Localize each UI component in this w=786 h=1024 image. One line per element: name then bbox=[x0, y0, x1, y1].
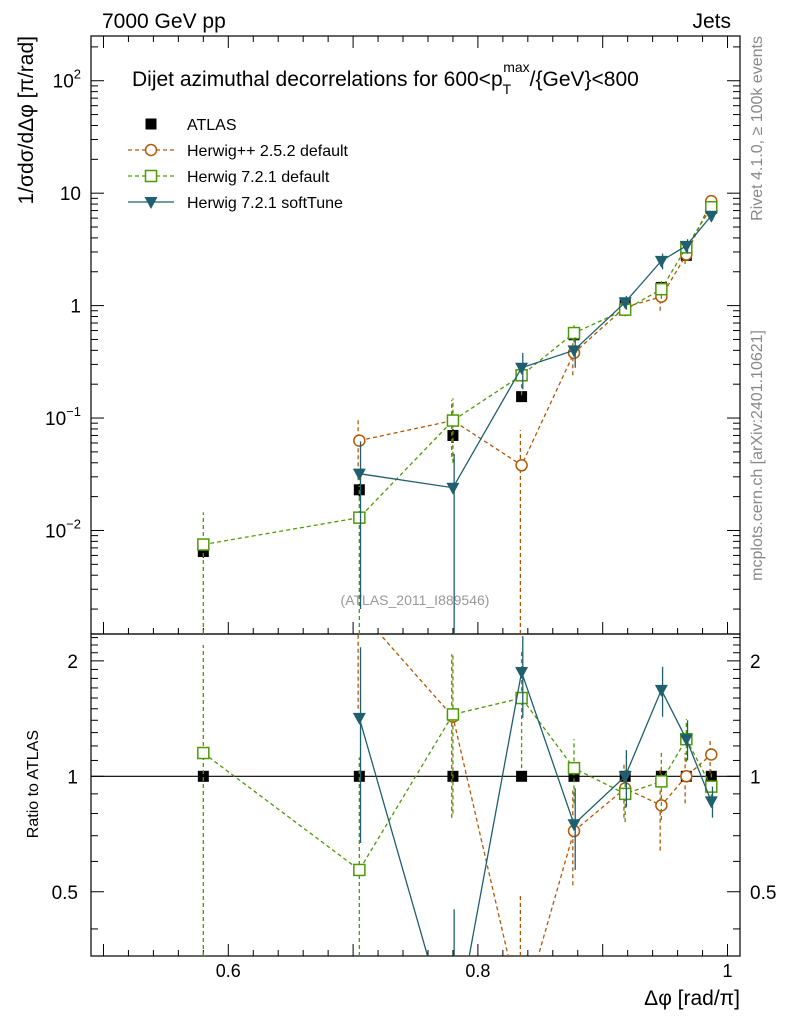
ratio-tick-label-left: 0.5 bbox=[52, 883, 78, 904]
chart-title-main: Dijet azimuthal decorrelations for 600<p bbox=[132, 68, 503, 91]
ratio-tick-label-left: 2 bbox=[67, 652, 78, 673]
legend-entry: Herwig 7.2.1 default bbox=[128, 169, 330, 186]
series-line bbox=[359, 200, 712, 467]
y-axis-title: 1/σdσ/dΔφ [π/rad] bbox=[15, 36, 38, 204]
data-point bbox=[655, 775, 668, 788]
data-point bbox=[353, 863, 366, 877]
data-point bbox=[515, 362, 529, 375]
ratio-tick-label-right: 1 bbox=[750, 767, 761, 788]
series-line bbox=[203, 206, 712, 546]
data-point bbox=[654, 684, 668, 697]
series-ratio-2 bbox=[197, 644, 718, 956]
data-point bbox=[567, 761, 581, 775]
data-point bbox=[568, 770, 580, 782]
legend: ATLAS Herwig++ 2.5.2 default Herwig 7.2.1 … bbox=[128, 117, 349, 212]
data-point bbox=[353, 484, 365, 496]
legend-marker bbox=[144, 169, 158, 183]
mcplots-source-label: mcplots.cern.ch [arXiv:2401.10621] bbox=[749, 330, 766, 581]
series-line bbox=[358, 669, 712, 956]
x-tick-label: 1 bbox=[723, 961, 733, 981]
data-point bbox=[567, 326, 581, 340]
chart-title-tail: /{GeV}<800 bbox=[530, 68, 639, 91]
data-point bbox=[655, 282, 668, 296]
legend-marker bbox=[145, 118, 157, 130]
y-tick-label-main: 102 bbox=[53, 67, 81, 93]
y-tick-label-main: 10−1 bbox=[45, 404, 81, 430]
chart-title-sub: T bbox=[503, 81, 512, 97]
legend-label: Herwig 7.2.1 default bbox=[187, 169, 330, 186]
legend-label: ATLAS bbox=[187, 117, 237, 134]
data-point bbox=[704, 210, 718, 223]
data-point bbox=[197, 546, 209, 558]
data-point bbox=[515, 667, 529, 680]
chart-title-sup: max bbox=[503, 59, 529, 75]
legend-entry: Herwig++ 2.5.2 default bbox=[128, 143, 349, 160]
energy-label: 7000 GeV pp bbox=[102, 10, 226, 33]
data-point bbox=[618, 297, 632, 310]
data-point bbox=[515, 691, 528, 705]
series-ratio-3 bbox=[352, 636, 718, 956]
legend-label: Herwig++ 2.5.2 default bbox=[187, 143, 349, 160]
process-label: Jets bbox=[692, 10, 731, 33]
axes-group: 0.6 0.8 1 10−2 10−1 1 10 102 0.5 0.5 1 1 2 2 bbox=[45, 36, 776, 981]
ratio-tick-label-right: 2 bbox=[750, 652, 761, 673]
data-point bbox=[353, 770, 365, 782]
analysis-id-label: (ATLAS_2011_I889546) bbox=[341, 592, 490, 608]
data-point bbox=[679, 734, 693, 747]
legend-label: Herwig 7.2.1 softTune bbox=[187, 195, 343, 212]
x-tick-label: 0.8 bbox=[465, 961, 490, 981]
legend-marker bbox=[144, 197, 158, 209]
series-line bbox=[359, 215, 712, 489]
data-point bbox=[618, 771, 632, 784]
ratio-y-axis-title: Ratio to ATLAS bbox=[25, 730, 42, 838]
data-point bbox=[197, 770, 209, 782]
data-point bbox=[567, 819, 581, 832]
data-point bbox=[353, 511, 366, 524]
series-main-3 bbox=[352, 210, 718, 634]
series-line bbox=[378, 634, 712, 956]
data-point bbox=[197, 746, 210, 760]
ratio-tick-label-right: 0.5 bbox=[750, 883, 776, 904]
data-point bbox=[446, 482, 460, 495]
data-point bbox=[352, 468, 366, 481]
data-point bbox=[447, 429, 459, 441]
series-main-2 bbox=[197, 200, 718, 634]
series-group bbox=[197, 194, 718, 956]
data-point bbox=[446, 414, 460, 427]
data-point bbox=[654, 255, 668, 268]
rivet-version-label: Rivet 4.1.0, ≥ 100k events bbox=[749, 36, 766, 221]
legend-entry: ATLAS bbox=[145, 117, 237, 134]
x-axis-title: Δφ [rad/π] bbox=[644, 987, 740, 1010]
ratio-tick-label-left: 1 bbox=[67, 767, 78, 788]
x-tick-label: 0.6 bbox=[216, 961, 241, 981]
data-point bbox=[353, 434, 366, 447]
data-point bbox=[515, 459, 528, 472]
data-point bbox=[446, 708, 460, 721]
data-point bbox=[516, 770, 528, 782]
y-tick-label-main: 10−2 bbox=[45, 516, 81, 542]
legend-entry: Herwig 7.2.1 softTune bbox=[128, 195, 343, 212]
data-point bbox=[567, 345, 581, 358]
data-point bbox=[618, 787, 632, 801]
data-point bbox=[705, 748, 718, 761]
series-line bbox=[202, 697, 712, 871]
data-point bbox=[679, 240, 693, 253]
y-tick-label-main: 10 bbox=[60, 184, 81, 205]
data-point bbox=[704, 796, 718, 809]
chart-title: Dijet azimuthal decorrelations for 600<p… bbox=[132, 59, 639, 97]
y-tick-label-main: 1 bbox=[70, 297, 81, 318]
data-point bbox=[352, 712, 366, 725]
legend-marker bbox=[144, 143, 158, 157]
data-point bbox=[680, 770, 693, 783]
data-point bbox=[516, 391, 528, 403]
series-main-0 bbox=[197, 203, 717, 558]
ratio-plot-frame bbox=[90, 633, 741, 957]
data-point bbox=[197, 538, 210, 551]
